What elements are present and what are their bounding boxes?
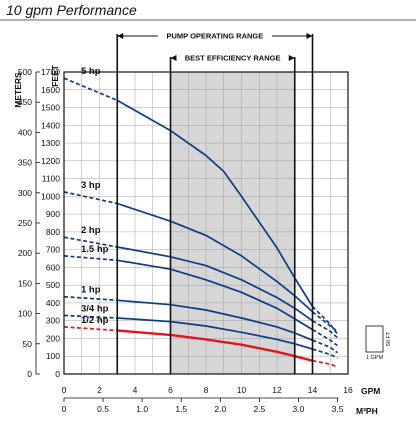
curve-dashed-left-1 xyxy=(63,191,118,205)
feet-tick-label: 1000 xyxy=(41,191,60,201)
efficiency-range-arrowhead-left xyxy=(170,55,177,61)
gpm-tick-label: 4 xyxy=(133,385,138,395)
curve-dashed-right-1 xyxy=(311,311,338,333)
meters-tick-label: 500 xyxy=(18,67,32,77)
feet-tick-label: 200 xyxy=(46,333,60,343)
curve-dashed-left-3 xyxy=(63,255,118,262)
meters-tick-label: 0 xyxy=(27,369,32,379)
curve-dashed-right-0 xyxy=(311,305,339,335)
series-label-3: 1.5 hp xyxy=(81,244,109,255)
m3ph-tick-label: 2.5 xyxy=(253,404,265,414)
feet-tick-label: 1200 xyxy=(41,156,60,166)
curve-dashed-left-6 xyxy=(63,326,118,332)
feet-tick-label: 1600 xyxy=(41,85,60,95)
curve-dashed-left-2 xyxy=(63,236,118,248)
plot-frame xyxy=(63,71,349,375)
curve-dashed-right-3 xyxy=(312,328,338,347)
x-axis-label: GPM xyxy=(361,386,380,396)
series-label-1: 3 hp xyxy=(81,180,101,191)
meters-tick-label: 350 xyxy=(18,158,32,168)
series-label-2: 2 hp xyxy=(81,225,101,236)
curve-dashed-left-5 xyxy=(63,314,118,319)
feet-tick-label: 800 xyxy=(46,227,60,237)
page-title: 10 gpm Performance xyxy=(6,2,137,18)
scale-legend-box xyxy=(365,325,384,353)
curve-dashed-right-6 xyxy=(312,359,338,368)
curve-dashed-right-4 xyxy=(312,339,338,354)
feet-tick-label: 1400 xyxy=(41,120,60,130)
operating-range-arrowhead-right xyxy=(306,33,313,39)
scale-legend-height: 50 FT xyxy=(386,331,392,346)
m3ph-tick-label: 3.5 xyxy=(332,404,344,414)
scale-legend-width: 1 GPM xyxy=(366,355,384,361)
gpm-tick-label: 0 xyxy=(62,385,67,395)
m3ph-tick-label: 0.5 xyxy=(97,404,109,414)
feet-tick-label: 0 xyxy=(55,369,60,379)
efficiency-range-label: BEST EFFICIENCY RANGE xyxy=(185,54,281,63)
operating-range-label: PUMP OPERATING RANGE xyxy=(166,32,263,41)
curve-dashed-left-4 xyxy=(63,295,118,302)
gpm-tick-label: 16 xyxy=(343,385,353,395)
operating-range-arrowhead-left xyxy=(117,33,124,39)
meters-tick-label: 100 xyxy=(18,309,32,319)
meters-tick-label: 50 xyxy=(23,339,33,349)
curve-dashed-right-5 xyxy=(312,348,338,359)
y-left-axis-label: METERS xyxy=(13,72,23,108)
m3ph-tick-label: 0 xyxy=(62,404,67,414)
meters-tick-label: 250 xyxy=(18,218,32,228)
curve-dashed-left-0 xyxy=(63,77,118,102)
gpm-tick-label: 10 xyxy=(237,385,247,395)
meters-tick-label: 150 xyxy=(18,278,32,288)
meters-tick-label: 200 xyxy=(18,248,32,258)
m3ph-tick-label: 3.0 xyxy=(293,404,305,414)
feet-tick-label: 900 xyxy=(46,209,60,219)
series-label-5: 3/4 hp xyxy=(81,303,109,314)
curve-0 xyxy=(116,99,314,307)
feet-tick-label: 300 xyxy=(46,316,60,326)
curve-dashed-right-2 xyxy=(312,319,338,339)
m3ph-tick-label: 1.5 xyxy=(175,404,187,414)
gpm-tick-label: 12 xyxy=(272,385,282,395)
feet-tick-label: 1100 xyxy=(42,174,61,184)
feet-tick-label: 1700 xyxy=(41,67,60,77)
feet-tick-label: 400 xyxy=(46,298,60,308)
m3ph-tick-label: 2.0 xyxy=(214,404,226,414)
meters-tick-label: 450 xyxy=(18,97,32,107)
efficiency-range-arrowhead-right xyxy=(288,55,295,61)
gpm-tick-label: 8 xyxy=(204,385,209,395)
series-label-6: 1/2 hp xyxy=(81,315,109,326)
best-efficiency-band xyxy=(170,72,295,374)
series-label-4: 1 hp xyxy=(81,285,101,296)
meters-tick-label: 300 xyxy=(18,188,32,198)
feet-tick-label: 1300 xyxy=(41,138,60,148)
feet-tick-label: 100 xyxy=(46,351,60,361)
feet-tick-label: 500 xyxy=(46,280,60,290)
gpm-tick-label: 6 xyxy=(168,385,173,395)
m3ph-tick-label: 1.0 xyxy=(136,404,148,414)
y-right-axis-label: FEET xyxy=(50,64,60,87)
feet-tick-label: 600 xyxy=(46,262,60,272)
feet-tick-label: 700 xyxy=(46,245,60,255)
gpm-tick-label: 14 xyxy=(308,385,318,395)
x2-axis-label: M³PH xyxy=(356,406,378,416)
feet-tick-label: 1500 xyxy=(41,103,60,113)
gpm-tick-label: 2 xyxy=(97,385,102,395)
meters-tick-label: 400 xyxy=(18,127,32,137)
